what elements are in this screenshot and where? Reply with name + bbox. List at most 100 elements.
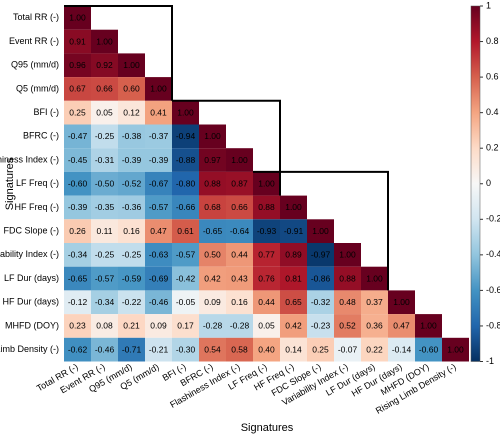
heat-cell — [145, 148, 172, 172]
cell-label: -0.28 — [203, 321, 223, 331]
cell-label: -0.86 — [311, 273, 331, 283]
heat-cell — [199, 290, 226, 315]
heat-cell — [118, 53, 145, 78]
cell-label: -0.91 — [284, 226, 304, 236]
cell-label: 1.00 — [366, 273, 383, 283]
cell-label: 0.54 — [204, 344, 221, 354]
cell-label: 0.96 — [69, 60, 86, 70]
cell-label: -0.34 — [68, 250, 88, 260]
cell-label: -0.25 — [122, 250, 142, 260]
cell-label: -0.60 — [419, 344, 439, 354]
cell-label: -0.32 — [311, 297, 331, 307]
heat-cell — [64, 124, 91, 149]
heat-cell — [307, 337, 334, 362]
cell-label: -0.36 — [122, 202, 142, 212]
heat-cell — [307, 219, 334, 243]
cell-label: -0.65 — [68, 273, 88, 283]
heat-cell — [145, 219, 172, 243]
cell-label: 0.77 — [258, 250, 275, 260]
heat-cell — [91, 29, 118, 54]
colorbar-tick-label: -0.6 — [486, 285, 500, 295]
heat-cell — [334, 266, 361, 291]
heat-cell — [145, 314, 172, 338]
cell-label: 0.42 — [204, 273, 221, 283]
heat-cell — [172, 148, 199, 172]
y-axis-title: Signatures — [4, 157, 16, 210]
heat-cell — [118, 124, 145, 149]
cell-label: -0.88 — [176, 155, 196, 165]
heat-cell — [226, 243, 253, 267]
heat-cell — [442, 337, 469, 362]
heat-cell — [145, 77, 172, 101]
heat-cell — [253, 314, 280, 338]
heat-cell — [280, 243, 307, 267]
heat-cell — [64, 337, 91, 362]
cell-label: 0.08 — [96, 321, 113, 331]
heat-cell — [280, 337, 307, 362]
cell-label: -0.52 — [122, 179, 142, 189]
colorbar-tick-label: 0.8 — [486, 36, 499, 46]
cell-label: 1.00 — [123, 60, 140, 70]
heat-cell — [91, 148, 118, 172]
cell-label: 1.00 — [96, 36, 113, 46]
cell-label: 0.44 — [258, 297, 275, 307]
colorbar-tick-label: -0.4 — [486, 249, 500, 259]
heat-cell — [361, 314, 388, 338]
heat-cell — [118, 148, 145, 172]
heat-cell — [91, 171, 118, 196]
cell-label: 1.00 — [447, 344, 464, 354]
heat-cell — [172, 314, 199, 338]
heat-cell — [226, 266, 253, 291]
heat-cell — [91, 195, 118, 220]
heat-cell — [91, 337, 118, 362]
cell-label: -0.63 — [149, 250, 169, 260]
colorbar-tick-label: -0.8 — [486, 320, 500, 330]
cell-label: 0.37 — [366, 297, 383, 307]
cell-label: 1.00 — [150, 84, 167, 94]
heat-cell — [64, 243, 91, 267]
heat-cell — [64, 171, 91, 196]
y-tick-label: Total RR (-) — [13, 12, 59, 22]
cell-label: -0.05 — [176, 297, 196, 307]
cell-label: 0.50 — [204, 250, 221, 260]
heat-cell — [199, 195, 226, 220]
highlight-box — [172, 99, 281, 196]
colorbar-tick-label: 0.4 — [486, 107, 499, 117]
cell-label: -0.39 — [122, 155, 142, 165]
cell-label: 0.88 — [258, 202, 275, 212]
y-tick-label: Q95 (mm/d) — [11, 60, 59, 70]
cell-label: 1.00 — [420, 321, 437, 331]
cell-label: -0.57 — [95, 273, 115, 283]
heat-cell — [226, 337, 253, 362]
heat-cell — [145, 124, 172, 149]
cell-label: -0.45 — [68, 155, 88, 165]
heat-cell — [91, 314, 118, 338]
cell-label: 0.67 — [69, 84, 86, 94]
heat-cell — [145, 100, 172, 125]
colorbar-tick-label: -0.2 — [486, 214, 500, 224]
y-tick-label: HF Dur (days) — [2, 297, 59, 307]
heat-cell — [307, 314, 334, 338]
heat-cell — [64, 6, 91, 30]
cell-label: 0.60 — [123, 84, 140, 94]
cell-label: 0.25 — [312, 344, 329, 354]
heat-cell — [334, 243, 361, 267]
heat-cell — [253, 266, 280, 291]
cell-label: 1.00 — [285, 202, 302, 212]
cell-label: -0.42 — [176, 273, 196, 283]
heat-cell — [334, 314, 361, 338]
heat-cell — [118, 219, 145, 243]
cell-label: 0.81 — [285, 273, 302, 283]
cell-label: -0.35 — [95, 202, 115, 212]
cell-label: -0.25 — [95, 131, 115, 141]
heat-cell — [118, 290, 145, 315]
cell-label: -0.64 — [230, 226, 250, 236]
heat-cell — [253, 219, 280, 243]
cell-label: 0.47 — [150, 226, 167, 236]
y-tick-label: LF Freq (-) — [16, 178, 59, 188]
heat-cell — [226, 171, 253, 196]
colorbar-tick-label: -1 — [486, 356, 494, 366]
cell-label: -0.30 — [176, 344, 196, 354]
cell-label: -0.46 — [95, 344, 115, 354]
cell-label: -0.31 — [95, 155, 115, 165]
